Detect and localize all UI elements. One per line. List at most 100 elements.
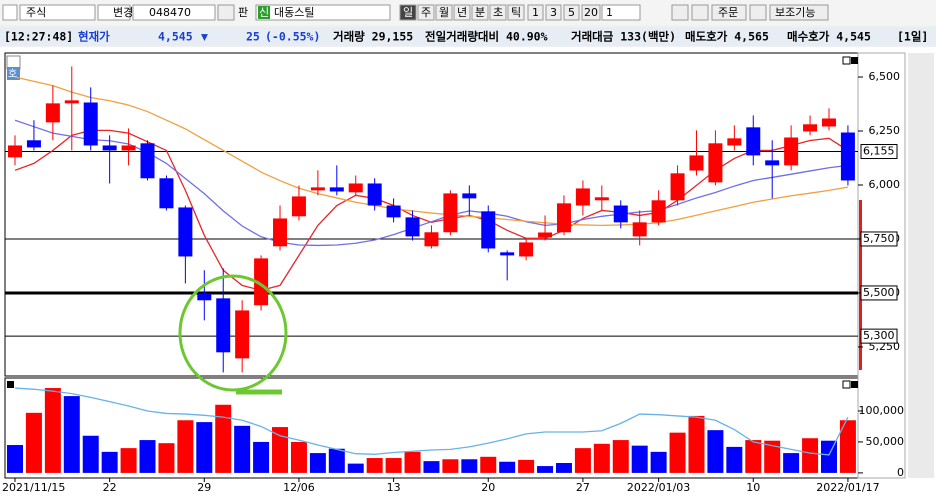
candle-body	[329, 187, 344, 192]
volume-bar	[820, 440, 837, 473]
panel-icon[interactable]	[842, 56, 851, 65]
interval-button[interactable]	[527, 4, 544, 21]
candle-body	[651, 200, 666, 223]
panel-icon[interactable]	[7, 381, 14, 388]
order-button[interactable]	[711, 4, 747, 21]
interval-button[interactable]	[581, 4, 601, 21]
period-button[interactable]	[471, 4, 489, 21]
volume-bar	[253, 441, 270, 473]
volume-bar	[7, 445, 23, 473]
market-select[interactable]	[19, 4, 96, 21]
arrow: ▼	[201, 30, 208, 44]
candle-body	[273, 218, 288, 247]
amount: 거래대금 133(백만)	[571, 30, 676, 44]
volume: 거래량 29,155	[333, 30, 413, 44]
nav-button[interactable]	[2, 4, 18, 21]
candle-body	[765, 160, 780, 166]
volume-bar	[234, 425, 251, 473]
level-label: 5,750	[863, 232, 895, 245]
interval-label: 5	[568, 6, 575, 19]
period-label: 년	[457, 6, 467, 19]
icon-button[interactable]	[691, 4, 709, 21]
volume-bar	[25, 412, 42, 473]
volume-bar	[764, 440, 781, 473]
volume-bar	[158, 443, 175, 473]
volume-bar	[120, 448, 137, 473]
corner-button[interactable]	[7, 67, 20, 80]
y-tick-label: 6,250	[869, 124, 901, 137]
volume-bar	[347, 463, 364, 473]
candle-body	[178, 207, 193, 257]
icon-button[interactable]	[671, 4, 689, 21]
volume-bar	[385, 458, 402, 473]
candle-body	[8, 145, 22, 158]
add-button[interactable]	[749, 4, 767, 21]
period-label: 틱	[511, 6, 521, 19]
aux-button[interactable]	[769, 4, 829, 21]
level-label-box	[860, 231, 898, 247]
period-button[interactable]	[435, 4, 453, 21]
volume-bar	[442, 459, 459, 473]
candle-body	[689, 155, 704, 171]
axis-area	[857, 52, 906, 479]
search-button[interactable]	[217, 4, 235, 21]
volume-bar	[63, 396, 80, 473]
interval-button[interactable]	[563, 4, 580, 21]
candle-body	[708, 143, 723, 183]
candle-body	[159, 178, 174, 209]
interval-label: 20	[584, 6, 598, 19]
volume-bar	[631, 445, 648, 473]
period-button[interactable]	[453, 4, 471, 21]
interval-input-box[interactable]	[601, 4, 641, 21]
volume-bar	[290, 441, 307, 473]
period-label: 일	[403, 5, 413, 19]
period-button[interactable]	[417, 4, 435, 21]
volume-bar	[707, 430, 724, 473]
candle-body	[424, 232, 439, 247]
volume-bar	[328, 448, 345, 473]
panel-icon[interactable]	[851, 57, 858, 64]
x-tick-label: 20	[481, 481, 495, 494]
name-box	[255, 4, 391, 21]
x-tick-label: 2022/01/17	[816, 481, 879, 494]
info-bar	[0, 27, 936, 46]
period-label: 월	[439, 6, 449, 19]
price-indicator	[859, 200, 862, 370]
panel-icon[interactable]	[842, 380, 851, 389]
candle-body	[803, 124, 818, 132]
candle-body	[64, 100, 79, 104]
period-button[interactable]	[507, 4, 525, 21]
badge-bg	[258, 6, 270, 19]
candle-body	[254, 258, 269, 306]
price: 4,545	[158, 30, 193, 44]
candle-body	[83, 102, 98, 146]
panel-icon[interactable]	[851, 381, 858, 388]
period-label: 주	[421, 6, 431, 19]
volume-bar	[783, 453, 800, 473]
change-select[interactable]	[97, 4, 131, 21]
interval-button[interactable]	[545, 4, 562, 21]
code-input[interactable]	[132, 4, 216, 21]
change: 25	[246, 30, 260, 44]
volume-bar	[101, 451, 118, 473]
interval-label: 1	[532, 6, 539, 19]
y-tick-label: 6,000	[869, 178, 901, 191]
volume-bar	[404, 451, 421, 473]
candle-body	[102, 145, 117, 151]
volume-bar	[688, 415, 705, 473]
period-button[interactable]	[489, 4, 507, 21]
level-label: 6,155	[863, 145, 895, 158]
candle-body	[670, 173, 685, 201]
interval-input: 1	[606, 6, 613, 19]
volume-average	[14, 387, 849, 456]
x-tick-label: 12/06	[283, 481, 315, 494]
candle-body	[45, 103, 60, 123]
market: 주식	[26, 6, 46, 19]
candle-body	[575, 188, 590, 206]
change: 변경	[113, 6, 133, 19]
highlight-circle	[178, 274, 288, 392]
period-button[interactable]	[399, 4, 417, 21]
volume-bar	[612, 440, 629, 473]
candle-body	[821, 118, 836, 127]
